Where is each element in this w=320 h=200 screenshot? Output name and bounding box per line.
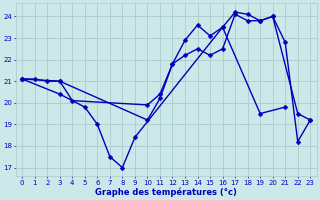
X-axis label: Graphe des températures (°c): Graphe des températures (°c) [95, 187, 237, 197]
